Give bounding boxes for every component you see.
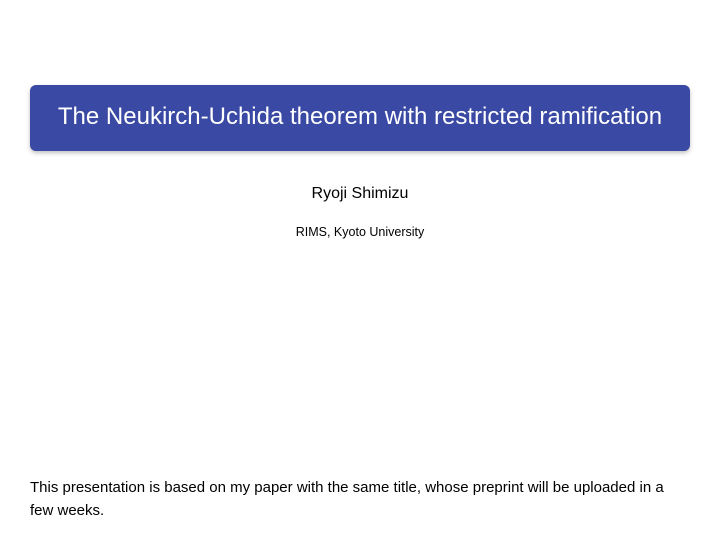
author-name: Ryoji Shimizu: [0, 185, 720, 203]
title-block: The Neukirch-Uchida theorem with restric…: [30, 85, 690, 151]
author-affiliation: RIMS, Kyoto University: [0, 225, 720, 239]
body-paragraph: This presentation is based on my paper w…: [30, 477, 690, 522]
slide-title: The Neukirch-Uchida theorem with restric…: [50, 101, 670, 133]
slide: The Neukirch-Uchida theorem with restric…: [0, 85, 720, 541]
